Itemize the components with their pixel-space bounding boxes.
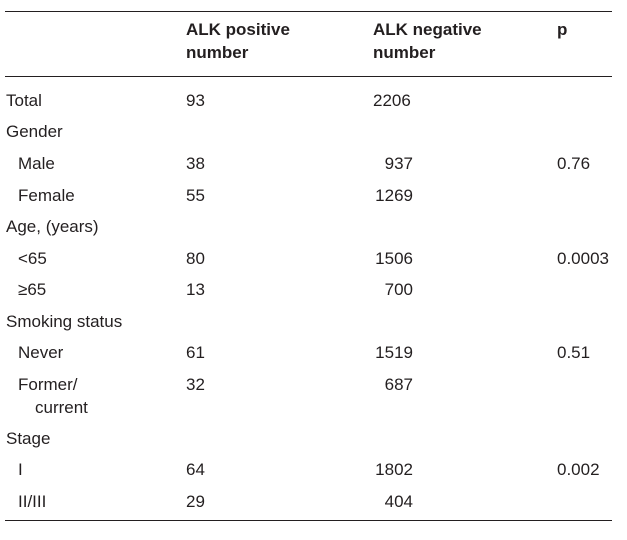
alk-positive-value: 13: [186, 280, 205, 299]
row-label: Never: [18, 343, 64, 362]
table-row-male: Male 38 937 0.76: [0, 152, 627, 184]
alk-negative-value: 1519: [375, 343, 413, 362]
alk-negative-value: 1802: [375, 460, 413, 479]
row-label-continued: current: [35, 398, 88, 417]
table-row-stage-ii-iii: II/III 29 404: [0, 490, 627, 522]
alk-positive-value: 55: [186, 186, 205, 205]
table-row-stage: Stage: [0, 427, 627, 459]
row-label: Male: [18, 154, 55, 173]
table-row-never-smoker: Never 61 1519 0.51: [0, 341, 627, 373]
table-bottom-rule: [5, 520, 612, 521]
table-row-age-65-plus: ≥65 13 700: [0, 278, 627, 310]
table-row-total: Total 93 2206: [0, 89, 627, 121]
alk-negative-value: 1506: [375, 249, 413, 268]
alk-negative-value: 404: [384, 492, 413, 511]
row-label: Gender: [6, 122, 63, 141]
alk-negative-value: 687: [384, 375, 413, 394]
header-alk-positive: ALK positive number: [186, 20, 290, 62]
table-top-rule: [5, 11, 612, 12]
row-label: ≥65: [18, 280, 47, 299]
alk-positive-value: 61: [186, 343, 205, 362]
alk-positive-value: 38: [186, 154, 205, 173]
row-label: Stage: [6, 429, 51, 448]
alk-negative-value: 937: [384, 154, 413, 173]
table-row-former-smoker: Former/ current 32 687: [0, 373, 627, 423]
table-row-female: Female 55 1269: [0, 184, 627, 216]
row-label: <65: [18, 249, 47, 268]
p-value: 0.51: [557, 343, 591, 362]
table-header-rule: [5, 76, 612, 77]
alk-positive-value: 93: [186, 91, 205, 110]
alk-negative-value: 1269: [375, 186, 413, 205]
row-label: Age, (years): [6, 217, 99, 236]
row-label: Smoking status: [6, 312, 123, 331]
header-alk-negative: ALK negative number: [373, 20, 482, 62]
alk-positive-value: 64: [186, 460, 205, 479]
alk-negative-value: 700: [384, 280, 413, 299]
table-row-gender: Gender: [0, 120, 627, 152]
header-p-value: p: [557, 20, 568, 39]
row-label: II/III: [18, 492, 47, 511]
table-row-smoking-status: Smoking status: [0, 310, 627, 342]
alk-negative-value: 2206: [373, 91, 411, 110]
row-label: Female: [18, 186, 75, 205]
table-row-age: Age, (years): [0, 215, 627, 247]
p-value: 0.0003: [557, 249, 609, 268]
p-value: 0.002: [557, 460, 600, 479]
p-value: 0.76: [557, 154, 591, 173]
alk-positive-value: 32: [186, 375, 205, 394]
row-label: Total: [6, 91, 42, 110]
row-label: I: [18, 460, 23, 479]
table-row-age-under-65: <65 80 1506 0.0003: [0, 247, 627, 279]
alk-positive-value: 80: [186, 249, 205, 268]
row-label: Former/: [18, 375, 78, 394]
table-row-stage-i: I 64 1802 0.002: [0, 458, 627, 490]
alk-positive-value: 29: [186, 492, 205, 511]
